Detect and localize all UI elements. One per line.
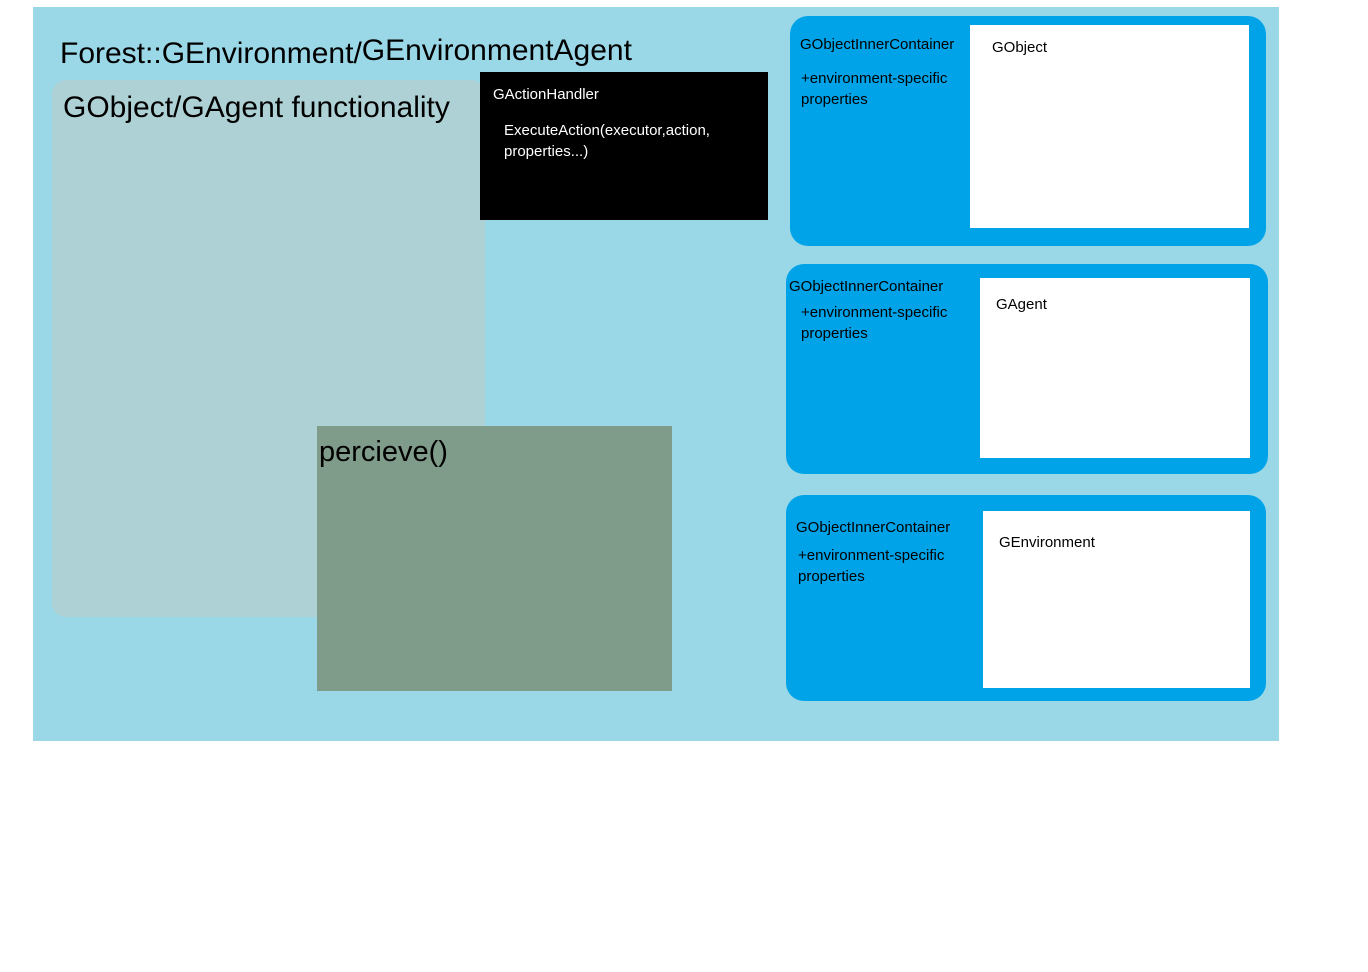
gagent-box: GAgent: [980, 278, 1250, 458]
inner-container-genvironment: GObjectInnerContainer +environment-speci…: [786, 495, 1266, 701]
inner-container-title: GObjectInnerContainer: [800, 36, 955, 53]
action-handler-title: GActionHandler: [493, 86, 599, 103]
perceive-label: percieve(): [319, 436, 448, 468]
environment-title-agent: GEnvironmentAgent: [361, 34, 632, 67]
inner-container-properties: +environment-specific properties: [801, 304, 948, 342]
gagent-label: GAgent: [996, 296, 1047, 313]
functionality-title: GObject/GAgent functionality: [63, 91, 450, 124]
genvironment-label: GEnvironment: [999, 534, 1095, 551]
inner-container-gobject: GObjectInnerContainer +environment-speci…: [790, 16, 1266, 246]
perceive-box: percieve(): [317, 426, 672, 691]
inner-container-title: GObjectInnerContainer: [796, 519, 951, 536]
execute-action-method: ExecuteAction(executor,action, propertie…: [504, 122, 710, 160]
gobject-box: GObject: [970, 25, 1249, 228]
inner-container-properties: +environment-specific properties: [801, 70, 948, 108]
inner-container-properties: +environment-specific properties: [798, 547, 945, 585]
gobject-label: GObject: [992, 39, 1048, 56]
environment-title: Forest::GEnvironment/GEnvironmentAgent: [60, 34, 632, 74]
action-handler-box: GActionHandler ExecuteAction(executor,ac…: [480, 72, 768, 220]
inner-container-gagent: GObjectInnerContainer +environment-speci…: [786, 264, 1268, 474]
environment-title-separator: /: [353, 37, 362, 70]
inner-container-title: GObjectInnerContainer: [789, 278, 944, 295]
environment-title-main: Forest::GEnvironment: [60, 37, 354, 70]
genvironment-box: GEnvironment: [983, 511, 1250, 688]
